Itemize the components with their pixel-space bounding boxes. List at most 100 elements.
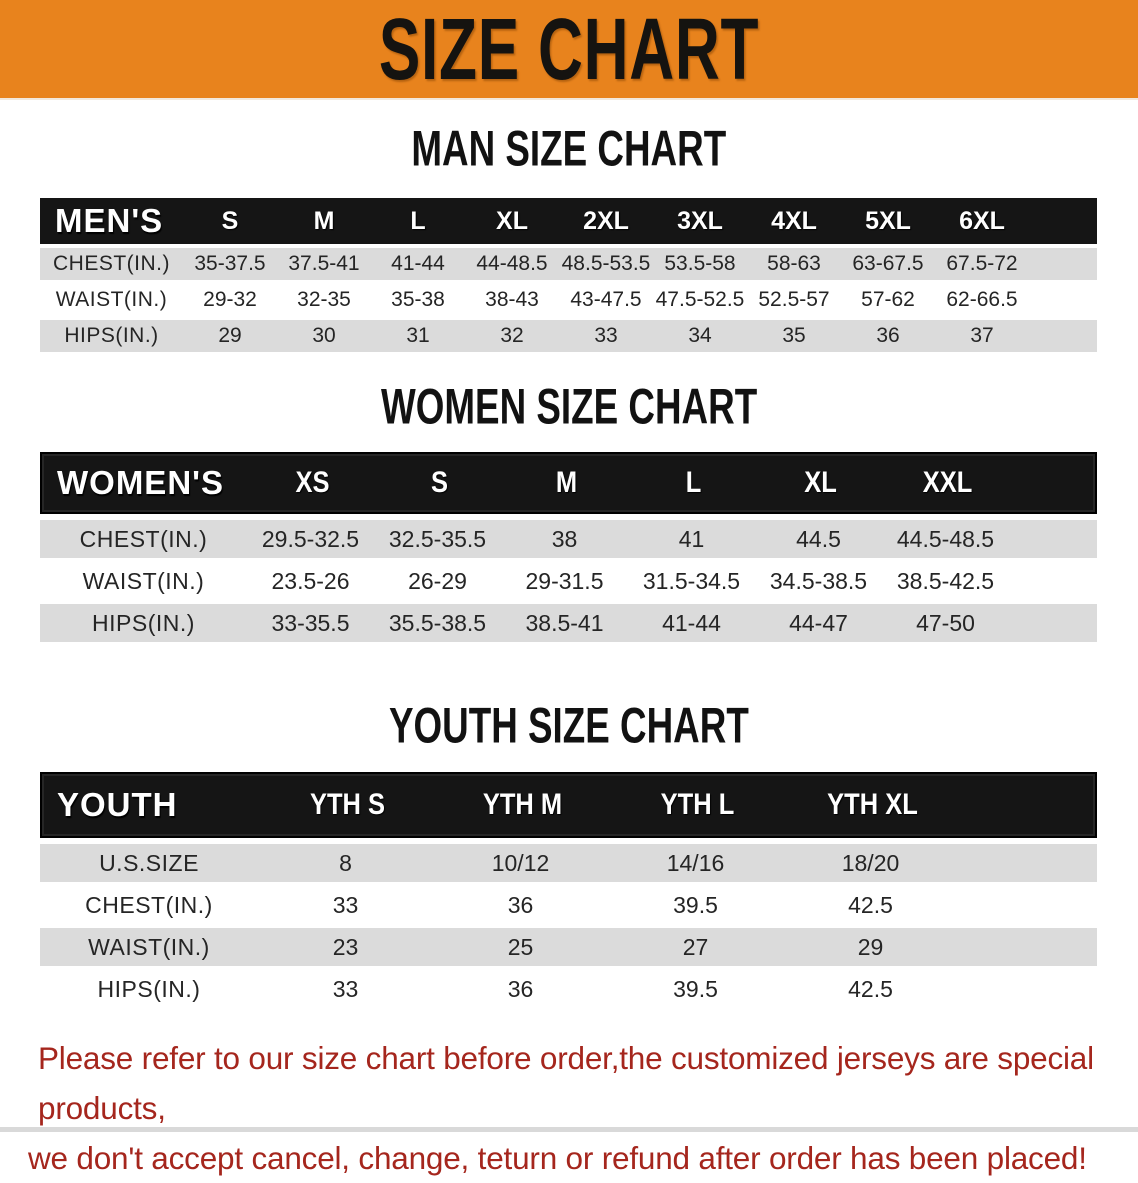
table-row: HIPS(IN.) 29 30 31 32 33 34 35 36 37 (40, 320, 1097, 352)
table-cell: 35-37.5 (194, 252, 266, 275)
disclaimer-line-2: we don't accept cancel, change, teturn o… (28, 1139, 1087, 1176)
youth-heading-text: YOUTH SIZE CHART (389, 696, 749, 754)
column-header: 3XL (677, 206, 723, 235)
table-group-label: WOMEN'S (57, 464, 225, 501)
table-cell: 62-66.5 (946, 288, 1018, 311)
table-cell: 44-47 (789, 609, 848, 636)
row-label: WAIST(IN.) (88, 933, 210, 960)
table-cell: 35.5-38.5 (388, 609, 487, 636)
table-cell: 47.5-52.5 (655, 288, 745, 311)
table-cell: 35 (782, 324, 806, 347)
table-row: HIPS(IN.) 33 36 39.5 42.5 (40, 970, 1097, 1008)
table-cell: 32 (500, 324, 524, 347)
table-group-label: YOUTH (57, 786, 178, 823)
row-label: WAIST(IN.) (82, 567, 205, 594)
table-cell: 39.5 (673, 891, 718, 918)
column-header: M (313, 206, 335, 235)
table-cell: 30 (312, 324, 336, 347)
row-label: HIPS(IN.) (64, 324, 159, 347)
column-header: XS (295, 466, 330, 499)
table-cell: 23 (332, 933, 359, 960)
disclaimer-line-1: Please refer to our size chart before or… (38, 1040, 1094, 1126)
table-cell: 8 (339, 849, 352, 876)
table-cell: 18/20 (841, 849, 900, 876)
men-size-table: MEN'S S M L XL 2XL 3XL 4XL 5XL 6XL CHEST(IN.) 35-3… (40, 198, 1097, 352)
order-disclaimer-note: Please refer to our size chart before or… (28, 1034, 1124, 1183)
column-header: S (221, 206, 239, 235)
table-cell: 32-35 (297, 288, 351, 311)
table-cell: 53.5-58 (664, 252, 736, 275)
table-cell: 39.5 (673, 975, 718, 1002)
women-table-header: WOMEN'S XS S M L XL XXL (40, 452, 1097, 514)
table-cell: 32.5-35.5 (388, 525, 487, 552)
table-cell: 38 (551, 525, 578, 552)
column-header: YTH M (482, 788, 563, 821)
table-cell: 42.5 (848, 891, 893, 918)
youth-section-heading: YOUTH SIZE CHART (0, 697, 1138, 753)
bottom-edge-strip (0, 1127, 1138, 1132)
table-cell: 37.5-41 (288, 252, 360, 275)
men-table-body: CHEST(IN.) 35-37.5 37.5-41 41-44 44-48.5 48.5… (40, 248, 1097, 352)
table-cell: 38-43 (485, 288, 539, 311)
row-label: HIPS(IN.) (92, 609, 195, 636)
women-table-body: CHEST(IN.) 29.5-32.5 32.5-35.5 38 41 44.5 44.5… (40, 520, 1097, 642)
table-row: CHEST(IN.) 29.5-32.5 32.5-35.5 38 41 44.5 44.5… (40, 520, 1097, 558)
column-header: XXL (922, 466, 973, 499)
table-cell: 47-50 (916, 609, 975, 636)
table-cell: 38.5-41 (525, 609, 604, 636)
table-cell: 44.5 (796, 525, 841, 552)
table-cell: 52.5-57 (758, 288, 830, 311)
table-cell: 34.5-38.5 (769, 567, 868, 594)
women-heading-text: WOMEN SIZE CHART (380, 377, 758, 435)
table-group-label: MEN'S (55, 202, 164, 239)
table-cell: 29.5-32.5 (261, 525, 360, 552)
table-row: CHEST(IN.) 33 36 39.5 42.5 (40, 886, 1097, 924)
table-row: WAIST(IN.) 23.5-26 26-29 29-31.5 31.5-34.5 34… (40, 562, 1097, 600)
man-section-heading: MAN SIZE CHART (0, 120, 1138, 176)
column-header: YTH XL (827, 788, 918, 821)
table-cell: 41-44 (391, 252, 445, 275)
table-cell: 29-32 (203, 288, 257, 311)
banner-title: SIZE CHART (378, 0, 760, 98)
table-row: HIPS(IN.) 33-35.5 35.5-38.5 38.5-41 41-44 44-… (40, 604, 1097, 642)
table-cell: 23.5-26 (271, 567, 350, 594)
table-cell: 57-62 (861, 288, 915, 311)
column-header: YTH S (309, 788, 386, 821)
table-cell: 63-67.5 (852, 252, 924, 275)
column-header: XL (496, 206, 528, 235)
column-header: S (430, 466, 448, 499)
table-cell: 26-29 (408, 567, 467, 594)
column-header: 2XL (583, 206, 629, 235)
table-cell: 37 (970, 324, 994, 347)
row-label: U.S.SIZE (99, 849, 199, 876)
table-cell: 34 (688, 324, 712, 347)
table-cell: 38.5-42.5 (896, 567, 995, 594)
table-cell: 58-63 (767, 252, 821, 275)
table-cell: 29 (218, 324, 242, 347)
table-cell: 33-35.5 (271, 609, 350, 636)
table-row: WAIST(IN.) 23 25 27 29 (40, 928, 1097, 966)
column-header: 6XL (959, 206, 1005, 235)
table-cell: 44-48.5 (476, 252, 548, 275)
row-label: HIPS(IN.) (97, 975, 201, 1002)
table-cell: 67.5-72 (946, 252, 1018, 275)
youth-size-table: YOUTH YTH S YTH M YTH L YTH XL U.S.SIZE 8 10/1… (40, 772, 1097, 1008)
table-cell: 33 (332, 975, 359, 1002)
youth-table-header: YOUTH YTH S YTH M YTH L YTH XL (40, 772, 1097, 838)
table-cell: 31 (406, 324, 430, 347)
column-header: 4XL (771, 206, 817, 235)
table-cell: 25 (507, 933, 534, 960)
table-cell: 14/16 (666, 849, 725, 876)
table-cell: 33 (332, 891, 359, 918)
table-row: CHEST(IN.) 35-37.5 37.5-41 41-44 44-48.5 48.5… (40, 248, 1097, 280)
row-label: CHEST(IN.) (53, 252, 170, 275)
table-cell: 36 (876, 324, 900, 347)
table-cell: 44.5-48.5 (896, 525, 995, 552)
table-cell: 48.5-53.5 (561, 252, 651, 275)
size-chart-banner: SIZE CHART (0, 0, 1138, 100)
men-table-header: MEN'S S M L XL 2XL 3XL 4XL 5XL 6XL (40, 198, 1097, 244)
column-header: XL (804, 466, 837, 499)
table-cell: 10/12 (491, 849, 550, 876)
youth-table-body: U.S.SIZE 8 10/12 14/16 18/20 CHEST(IN.) 33 36 39… (40, 844, 1097, 1008)
column-header: 5XL (865, 206, 911, 235)
